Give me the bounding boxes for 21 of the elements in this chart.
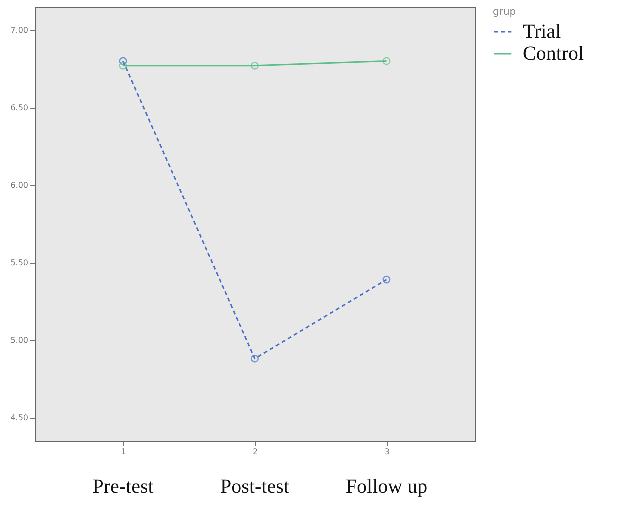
y-tick-label: 6.00	[10, 180, 28, 190]
point	[119, 62, 128, 70]
legend-label: Control	[523, 43, 585, 65]
point	[119, 57, 128, 66]
point	[251, 62, 259, 70]
text: Pre-test	[92, 476, 154, 498]
point	[382, 57, 391, 66]
text: Follow up	[346, 476, 428, 498]
x-tick-label: 3	[384, 448, 390, 456]
y-tick-label: 7.00	[10, 26, 28, 35]
y-tick-label: 6.50	[10, 103, 28, 112]
text: Post-test	[220, 476, 290, 498]
y-tick-label: 5.50	[10, 258, 28, 268]
legend-title: grup	[493, 7, 516, 18]
x-tick-label: 2	[252, 448, 258, 456]
point	[382, 276, 391, 284]
y-tick-label: 5.00	[10, 336, 28, 345]
point	[251, 354, 259, 363]
x-tick-label: 1	[121, 448, 126, 456]
legend-label: Trial	[523, 21, 562, 43]
y-tick-label: 4.50	[10, 413, 28, 422]
